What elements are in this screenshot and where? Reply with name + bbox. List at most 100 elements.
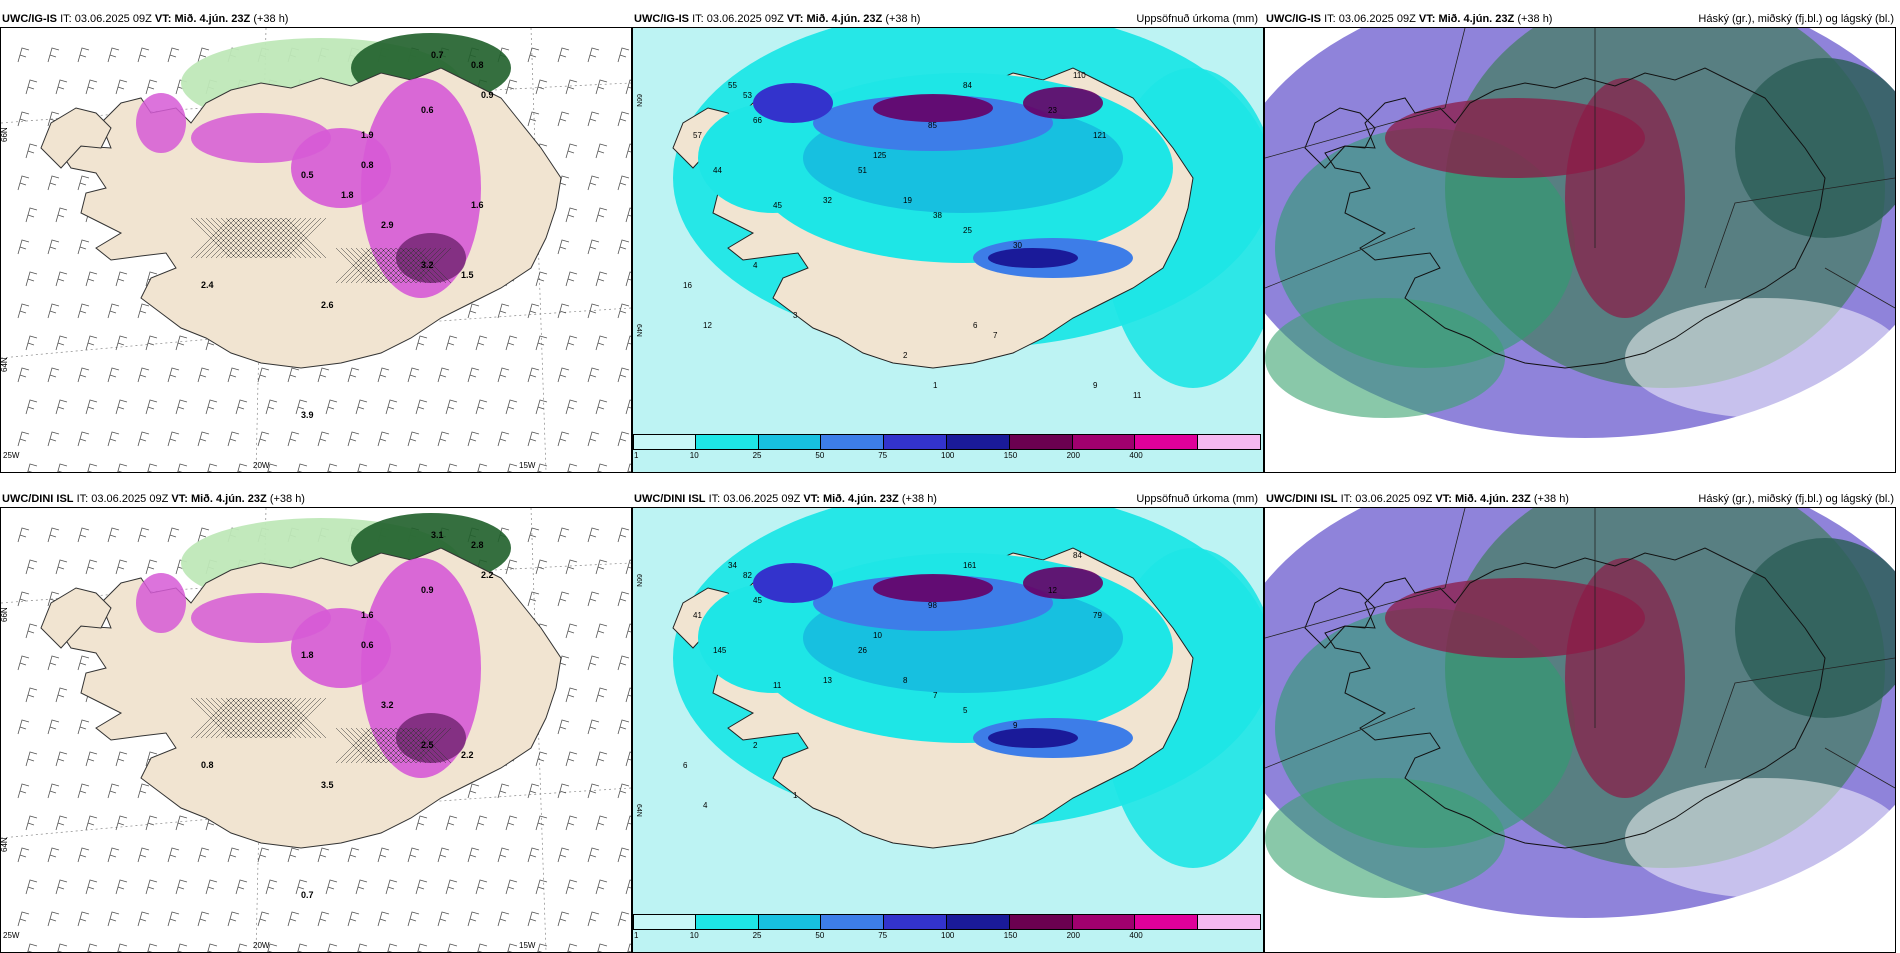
precip-map-canvas: 3445418214516184799812102613119758642166… — [633, 508, 1263, 952]
precip-value-label: 30 — [1013, 241, 1022, 250]
lat-label-64n: 64N — [1, 837, 9, 852]
colorbar-segment — [633, 914, 696, 930]
precip-purple-area — [873, 94, 993, 122]
snowfall-area — [191, 113, 331, 163]
precip-value-label: 12 — [1048, 586, 1057, 595]
precip-map-canvas: 5566575344841101218523125513245303825191… — [633, 28, 1263, 472]
colorbar-tick-label: 150 — [1003, 451, 1018, 460]
valid-time: Mið. 4.jún. 23Z — [190, 493, 267, 505]
valid-time: Mið. 4.jún. 23Z — [174, 13, 251, 25]
panel-ig-wind: UWC/IG-IS IT: 03.06.2025 09Z VT: Mið. 4.… — [0, 10, 632, 473]
lat-label-64n: 64N — [635, 804, 642, 817]
colorbar-tick-label: 400 — [1129, 931, 1143, 940]
lat-label-64n: 64N — [1, 357, 9, 372]
lon-label-25w: 25W — [3, 931, 20, 940]
wind-map[interactable]: 3.1 2.8 2.2 0.9 1.6 3.2 2.5 2.2 3.5 0.7 0.8 0.6 1.8 6… — [0, 507, 632, 953]
westfjords-coastline — [40, 107, 112, 169]
precip-value-label: 51 — [858, 166, 867, 175]
wind-value-label: 2.8 — [471, 540, 484, 550]
colorbar-segment — [758, 914, 822, 930]
precip-value-label: 110 — [1073, 71, 1086, 80]
wind-map[interactable]: 0.7 0.8 0.9 0.6 1.9 2.9 3.2 1.5 2.6 3.9 2.4 0.8 0.5 1… — [0, 27, 632, 473]
low-cloud-area — [1265, 778, 1505, 898]
wind-map-canvas: 3.1 2.8 2.2 0.9 1.6 3.2 2.5 2.2 3.5 0.7 0.8 0.6 1.8 6… — [1, 508, 631, 952]
wind-value-label: 2.9 — [381, 220, 394, 230]
init-time: 03.06.2025 09Z — [1338, 13, 1416, 25]
panel-ig-cloud: UWC/IG-IS IT: 03.06.2025 09Z VT: Mið. 4.… — [1264, 10, 1900, 473]
lat-label-64n: 64N — [635, 324, 642, 337]
lon-label-25w: 25W — [3, 451, 20, 460]
iceland-coastline — [1324, 547, 1826, 849]
precip-value-label: 25 — [963, 226, 972, 235]
vt-label: VT: — [171, 493, 188, 505]
precip-map[interactable]: 55 66 57 53 44 84 110 121 85 23 125 51 32 45 30 38 25 19 1… — [632, 27, 1264, 473]
colorbar-segment — [1072, 914, 1136, 930]
valid-time: Mið. 4.jún. 23Z — [1454, 493, 1531, 505]
init-time: 03.06.2025 09Z — [74, 13, 152, 25]
snowfall-area — [136, 93, 186, 153]
panel-header: UWC/DINI ISL IT: 03.06.2025 09Z VT: Mið.… — [2, 492, 628, 506]
model-name: UWC/DINI ISL — [2, 493, 74, 505]
precip-value-label: 161 — [963, 561, 977, 570]
precip-value-label: 9 — [1013, 721, 1018, 730]
colorbar-segment — [821, 914, 885, 930]
wind-value-label: 0.6 — [421, 105, 434, 115]
precip-value-label: 32 — [823, 196, 832, 205]
cloud-map[interactable] — [1264, 27, 1896, 473]
init-time: 03.06.2025 09Z — [706, 13, 784, 25]
colorbar-segment — [1072, 434, 1136, 450]
lead-time: (+38 h) — [901, 493, 937, 505]
colorbar-tick-label: 400 — [1129, 451, 1143, 460]
westfjords-coastline — [40, 587, 112, 649]
wind-value-label: 2.2 — [481, 570, 494, 580]
wind-value-label: 0.8 — [201, 760, 214, 770]
clear-area — [1625, 778, 1895, 898]
colorbar-segment — [947, 434, 1010, 450]
cloud-map[interactable] — [1264, 507, 1896, 953]
precip-value-label: 45 — [753, 596, 762, 605]
wind-value-label: 0.5 — [301, 170, 314, 180]
precip-dark-blue-area — [753, 83, 833, 123]
lead-time: (+38 h) — [269, 493, 305, 505]
panel-header: UWC/IG-IS IT: 03.06.2025 09Z VT: Mið. 4.… — [2, 12, 628, 26]
wind-value-label: 1.5 — [461, 270, 474, 280]
wind-value-label: 2.5 — [421, 740, 434, 750]
panel-header: UWC/IG-IS IT: 03.06.2025 09Z VT: Mið. 4.… — [634, 12, 1260, 26]
panel-ig-precip: UWC/IG-IS IT: 03.06.2025 09Z VT: Mið. 4.… — [632, 10, 1264, 473]
colorbar-tick-label: 75 — [878, 451, 888, 460]
model-name: UWC/DINI ISL — [634, 493, 706, 505]
lon-label-20w: 20W — [253, 941, 270, 950]
precip-value-label: 53 — [743, 91, 752, 100]
colorbar-segment — [884, 914, 947, 930]
panel-header: UWC/DINI ISL IT: 03.06.2025 09Z VT: Mið.… — [634, 492, 1260, 506]
precip-value-label: 3 — [793, 311, 798, 320]
precip-value-label: 44 — [713, 166, 722, 175]
precip-value-label: 7 — [933, 691, 938, 700]
snowfall-area — [136, 573, 186, 633]
precip-purple-area — [1023, 87, 1103, 119]
lon-label-15w: 15W — [519, 941, 536, 950]
colorbar-segment — [1009, 914, 1073, 930]
high-cloud-area — [1735, 58, 1895, 238]
colorbar-tick-label: 75 — [878, 931, 888, 940]
model-name: UWC/IG-IS — [634, 13, 689, 25]
precip-value-label: 7 — [993, 331, 998, 340]
wind-value-label: 0.6 — [361, 640, 374, 650]
lead-time: (+38 h) — [1517, 13, 1553, 25]
panel-header: UWC/DINI ISL IT: 03.06.2025 09Z VT: Mið.… — [1266, 492, 1896, 506]
high-cloud-area — [1735, 538, 1895, 718]
precip-value-label: 19 — [903, 196, 912, 205]
lead-time: (+38 h) — [253, 13, 289, 25]
it-label: IT: — [1324, 13, 1336, 25]
wind-value-label: 2.6 — [321, 300, 334, 310]
precip-value-label: 1 — [793, 791, 798, 800]
precip-value-label: 13 — [823, 676, 832, 685]
precip-map[interactable]: 34 45 41 82 145 161 84 79 98 12 10 26 13 11 9 7 5 8 6 4 2 1 66… — [632, 507, 1264, 953]
precip-value-label: 45 — [773, 201, 782, 210]
valid-time: Mið. 4.jún. 23Z — [1438, 13, 1515, 25]
lon-label-20w: 20W — [253, 461, 270, 470]
colorbar-tick-label: 200 — [1066, 931, 1080, 940]
precip-value-label: 66 — [753, 116, 762, 125]
init-time: 03.06.2025 09Z — [91, 493, 169, 505]
colorbar-tick-label: 100 — [941, 931, 955, 940]
